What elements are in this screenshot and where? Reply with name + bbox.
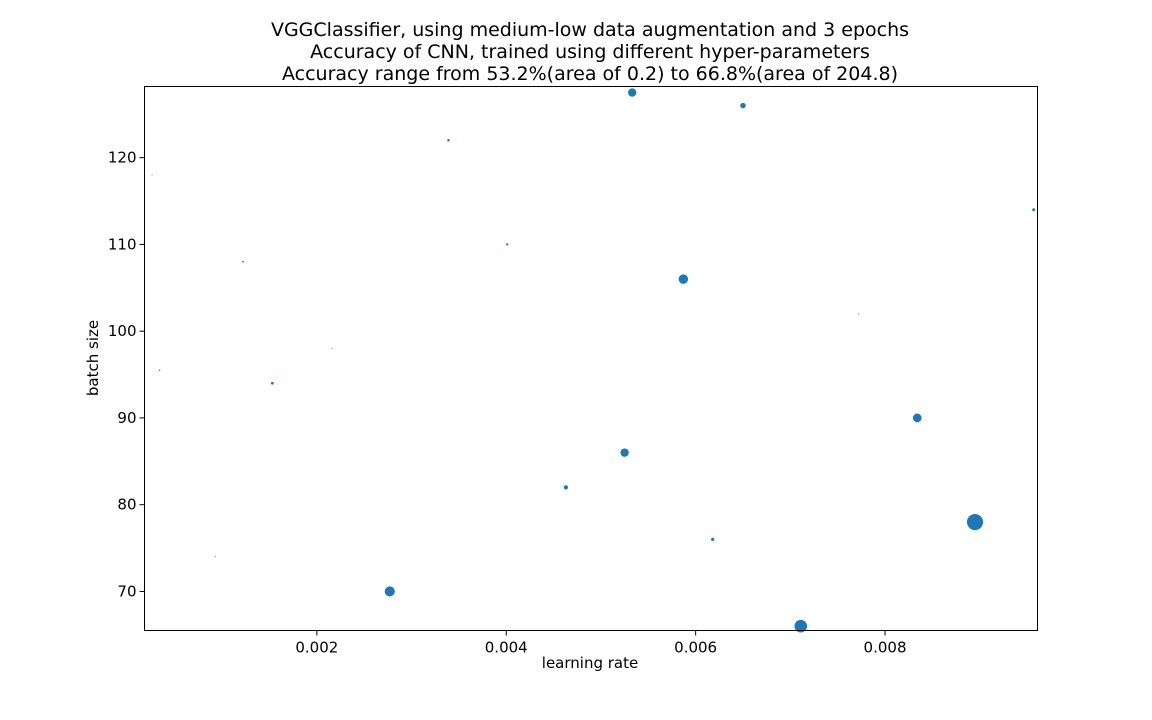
x-tick-label: 0.002 xyxy=(295,639,338,657)
x-tick-label: 0.004 xyxy=(485,639,528,657)
y-axis-ticks: 70 80 90 100 110 120 xyxy=(108,149,145,600)
data-point xyxy=(740,102,746,109)
data-point xyxy=(215,556,217,558)
data-point xyxy=(966,513,984,531)
data-point xyxy=(711,537,715,541)
data-point xyxy=(158,369,161,371)
y-tick-label: 110 xyxy=(108,235,137,253)
data-points xyxy=(151,88,1036,633)
data-point xyxy=(151,174,153,176)
x-axis-ticks: 0.002 0.004 0.006 0.008 xyxy=(295,630,907,657)
data-point xyxy=(628,88,637,97)
y-tick-label: 100 xyxy=(108,322,137,340)
y-tick-label: 70 xyxy=(117,582,136,600)
data-point xyxy=(620,448,629,457)
y-tick-label: 90 xyxy=(117,409,136,427)
data-point xyxy=(912,413,922,423)
data-point xyxy=(331,348,333,350)
y-axis-label: batch size xyxy=(84,320,102,396)
data-point xyxy=(678,274,689,284)
data-point xyxy=(506,243,509,246)
data-point xyxy=(447,139,450,142)
y-tick-label: 120 xyxy=(108,149,137,167)
x-axis-label: learning rate xyxy=(542,654,638,672)
data-point xyxy=(242,260,244,263)
chart-title-line-1: VGGClassifier, using medium-low data aug… xyxy=(271,19,909,41)
data-point xyxy=(1032,208,1036,212)
chart-title-line-2: Accuracy of CNN, trained using different… xyxy=(310,41,870,63)
plot-frame xyxy=(144,86,1038,631)
data-point xyxy=(858,313,860,315)
chart-title-line-3: Accuracy range from 53.2%(area of 0.2) t… xyxy=(282,63,898,85)
y-tick-label: 80 xyxy=(117,496,136,514)
data-point xyxy=(794,619,808,633)
x-tick-label: 0.006 xyxy=(674,639,717,657)
data-point xyxy=(384,586,395,597)
x-tick-label: 0.008 xyxy=(864,639,907,657)
data-point xyxy=(270,381,274,385)
data-point xyxy=(563,485,569,490)
